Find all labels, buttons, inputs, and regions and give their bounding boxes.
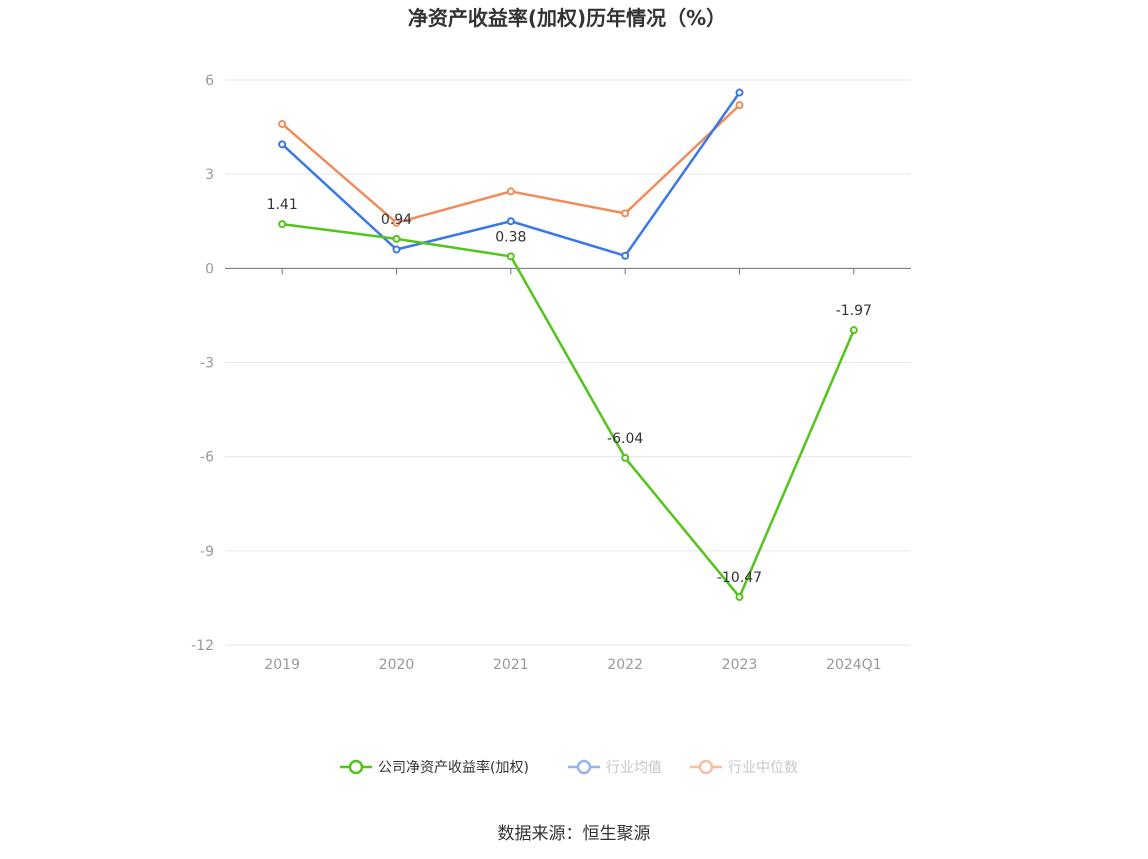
series-line-0 <box>282 222 855 599</box>
x-tick-label: 2021 <box>493 657 529 673</box>
legend-marker <box>348 759 364 775</box>
source-note: 数据来源：恒生聚源 <box>498 824 651 844</box>
series-1-point[interactable] <box>506 217 515 226</box>
chart-title: 净资产收益率(加权)历年情况（%） <box>408 6 726 30</box>
y-axis: 6 3 0 -3 -6 -9 -12 <box>191 73 214 654</box>
series-2-point[interactable] <box>392 218 401 227</box>
legend-item-0[interactable]: 公司净资产收益率(加权) <box>340 759 529 776</box>
y-tick-label: -12 <box>191 638 214 654</box>
legend-item-1[interactable]: 行业均值 <box>568 759 662 776</box>
series-lines <box>281 91 855 599</box>
legend: 公司净资产收益率(加权) 行业均值 行业中位数 <box>340 759 798 776</box>
legend-marker <box>698 759 714 775</box>
series-0-point[interactable] <box>392 234 401 243</box>
series-1-point[interactable] <box>735 88 744 97</box>
y-tick-label: 6 <box>205 73 214 89</box>
data-labels: 1.41 0.94 0.38 -6.04 -10.47 -1.97 <box>267 197 872 586</box>
x-tick-label: 2020 <box>379 657 415 673</box>
x-tick-label: 2023 <box>722 657 758 673</box>
data-label: 0.94 <box>381 212 412 228</box>
x-tick-label: 2022 <box>607 657 643 673</box>
series-2-point[interactable] <box>506 187 515 196</box>
legend-marker <box>576 759 592 775</box>
series-2-point[interactable] <box>735 101 744 110</box>
series-1-point[interactable] <box>278 140 287 149</box>
series-2-point[interactable] <box>278 119 287 128</box>
data-label: -1.97 <box>836 303 872 319</box>
x-tick-label: 2019 <box>264 657 300 673</box>
x-tick-label: 2024Q1 <box>826 657 882 673</box>
series-0-point[interactable] <box>621 453 630 462</box>
series-1-point[interactable] <box>621 251 630 260</box>
data-label: 0.38 <box>495 229 526 245</box>
series-0-point[interactable] <box>506 252 515 261</box>
series-0-point[interactable] <box>278 220 287 229</box>
series-1-point[interactable] <box>392 245 401 254</box>
y-tick-label: -3 <box>200 356 214 372</box>
legend-label: 行业均值 <box>606 760 662 776</box>
data-label: -10.47 <box>717 570 762 586</box>
y-tick-label: 0 <box>205 261 214 277</box>
series-line-2 <box>281 104 741 225</box>
series-0-point[interactable] <box>849 326 858 335</box>
y-tick-label: -9 <box>200 544 214 560</box>
series-points <box>278 88 858 601</box>
y-tick-label: 3 <box>205 167 214 183</box>
series-0-point[interactable] <box>735 592 744 601</box>
series-2-point[interactable] <box>621 209 630 218</box>
x-axis: 2019 2020 2021 2022 2023 2024Q1 <box>225 267 911 673</box>
legend-label: 公司净资产收益率(加权) <box>378 759 529 776</box>
data-label: -6.04 <box>607 431 643 447</box>
legend-item-2[interactable]: 行业中位数 <box>690 759 798 776</box>
y-tick-label: -6 <box>200 450 214 466</box>
data-label: 1.41 <box>267 197 298 213</box>
legend-label: 行业中位数 <box>728 760 798 776</box>
